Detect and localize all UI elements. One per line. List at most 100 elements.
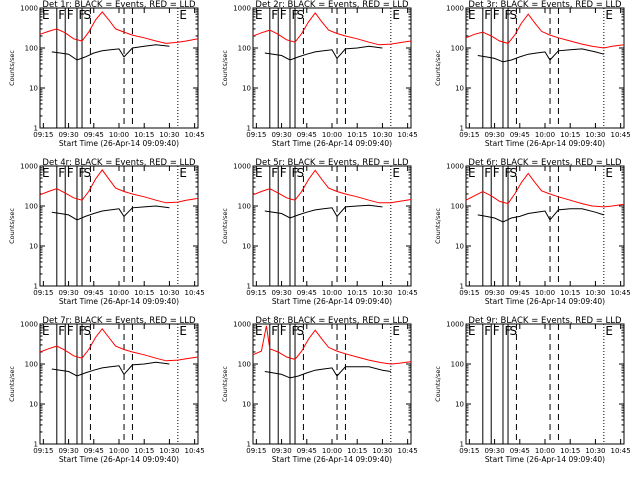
x-tick-label: 10:15 xyxy=(347,289,367,297)
flag-label: S xyxy=(84,324,92,338)
flag-label: F xyxy=(484,8,491,22)
plot-frame xyxy=(39,165,199,287)
y-tick-label: 1000 xyxy=(233,163,251,171)
flag-label: S xyxy=(297,166,305,180)
x-tick-label: 10:15 xyxy=(134,131,154,139)
flag-label: E xyxy=(605,166,613,180)
flag-label: E xyxy=(605,324,613,338)
flag-label: F xyxy=(271,324,278,338)
x-tick-label: 09:15 xyxy=(246,447,266,455)
x-tick-label: 09:45 xyxy=(84,447,104,455)
y-tick-label: 1 xyxy=(460,125,464,133)
flag-label: F xyxy=(58,324,65,338)
y-axis-label: Counts/sec xyxy=(434,366,442,402)
x-axis-label: Start Time (26-Apr-14 09:09:40) xyxy=(59,455,179,464)
x-tick-label: 10:45 xyxy=(398,131,418,139)
flag-label: F xyxy=(58,8,65,22)
y-tick-label: 100 xyxy=(25,45,38,53)
panel-det-3: Det 3r: BLACK = Events, RED = LLD 1 10 100 1… xyxy=(434,0,631,148)
y-tick-label: 10 xyxy=(29,243,38,251)
flag-label: E xyxy=(179,8,187,22)
x-tick-label: 09:45 xyxy=(297,131,317,139)
panel-title: Det 9r: BLACK = Events, RED = LLD xyxy=(468,316,622,326)
y-tick-label: 10 xyxy=(455,85,464,93)
x-tick-label: 09:45 xyxy=(510,447,530,455)
x-tick-label: 09:30 xyxy=(484,289,504,297)
flag-label-start: E xyxy=(42,324,50,338)
x-tick-label: 09:45 xyxy=(297,289,317,297)
y-tick-label: 1000 xyxy=(446,321,464,329)
flag-label-start: E xyxy=(468,324,476,338)
x-axis-label: Start Time (26-Apr-14 09:09:40) xyxy=(272,455,392,464)
panel-det-4: Det 4r: BLACK = Events, RED = LLD 1 10 100 1… xyxy=(8,158,205,306)
x-tick-label: 10:15 xyxy=(560,289,580,297)
flag-label: S xyxy=(84,166,92,180)
y-tick-label: 1 xyxy=(460,283,464,291)
flag-label-start: E xyxy=(255,166,263,180)
y-axis-label: Counts/sec xyxy=(221,366,229,402)
flag-label: S xyxy=(510,324,518,338)
plot-frame xyxy=(252,7,412,129)
x-tick-label: 09:45 xyxy=(84,131,104,139)
y-tick-label: 1000 xyxy=(233,321,251,329)
x-tick-label: 09:15 xyxy=(459,131,479,139)
x-tick-label: 10:45 xyxy=(611,131,631,139)
x-tick-label: 09:45 xyxy=(510,131,530,139)
y-tick-label: 100 xyxy=(451,45,464,53)
x-tick-label: 09:15 xyxy=(33,447,53,455)
panel-title: Det 8r: BLACK = Events, RED = LLD xyxy=(255,316,409,326)
flag-label: S xyxy=(84,8,92,22)
panel-det-6: Det 6r: BLACK = Events, RED = LLD 1 10 100 1… xyxy=(434,158,631,306)
y-tick-label: 1000 xyxy=(446,5,464,13)
x-tick-label: 09:45 xyxy=(84,289,104,297)
y-axis-label: Counts/sec xyxy=(221,50,229,86)
x-tick-label: 09:15 xyxy=(33,289,53,297)
y-tick-label: 1 xyxy=(34,283,38,291)
flag-label: F xyxy=(484,166,491,180)
x-axis-label: Start Time (26-Apr-14 09:09:40) xyxy=(59,297,179,306)
x-tick-label: 10:00 xyxy=(535,289,555,297)
series-line-lld xyxy=(252,12,412,46)
x-tick-label: 10:00 xyxy=(109,447,129,455)
series-line-lld xyxy=(465,172,625,208)
x-tick-label: 10:15 xyxy=(347,447,367,455)
x-axis-label: Start Time (26-Apr-14 09:09:40) xyxy=(485,139,605,148)
flag-label: F xyxy=(67,166,74,180)
flag-label-start: E xyxy=(42,166,50,180)
series-line-events xyxy=(477,48,604,63)
flag-label: F xyxy=(484,324,491,338)
y-tick-label: 100 xyxy=(238,45,251,53)
y-tick-label: 100 xyxy=(25,203,38,211)
flag-label: F xyxy=(271,8,278,22)
flag-label: S xyxy=(510,166,518,180)
x-axis-label: Start Time (26-Apr-14 09:09:40) xyxy=(59,139,179,148)
flag-label: F xyxy=(271,166,278,180)
y-axis-label: Counts/sec xyxy=(434,50,442,86)
x-tick-label: 10:00 xyxy=(109,289,129,297)
series-line-events xyxy=(477,208,604,223)
x-tick-label: 10:15 xyxy=(134,447,154,455)
y-tick-label: 100 xyxy=(451,361,464,369)
panel-title: Det 6r: BLACK = Events, RED = LLD xyxy=(468,158,622,168)
x-tick-label: 10:30 xyxy=(585,131,605,139)
flag-label: S xyxy=(297,8,305,22)
flag-label: E xyxy=(392,8,400,22)
plot-frame xyxy=(465,165,625,287)
x-tick-label: 10:00 xyxy=(322,289,342,297)
plot-frame xyxy=(252,165,412,287)
x-tick-label: 10:30 xyxy=(372,131,392,139)
y-tick-label: 1 xyxy=(34,441,38,449)
flag-label: S xyxy=(510,8,518,22)
panel-title: Det 5r: BLACK = Events, RED = LLD xyxy=(255,158,409,168)
flag-label-start: E xyxy=(255,8,263,22)
panel-det-2: Det 2r: BLACK = Events, RED = LLD 1 10 100 1… xyxy=(221,0,418,148)
plot-frame xyxy=(465,323,625,445)
x-tick-label: 09:45 xyxy=(510,289,530,297)
flag-label: F xyxy=(493,8,500,22)
plot-frame xyxy=(39,323,199,445)
series-line-events xyxy=(264,45,383,61)
y-tick-label: 10 xyxy=(242,243,251,251)
plot-frame xyxy=(465,7,625,129)
panel-det-5: Det 5r: BLACK = Events, RED = LLD 1 10 100 1… xyxy=(221,158,418,306)
